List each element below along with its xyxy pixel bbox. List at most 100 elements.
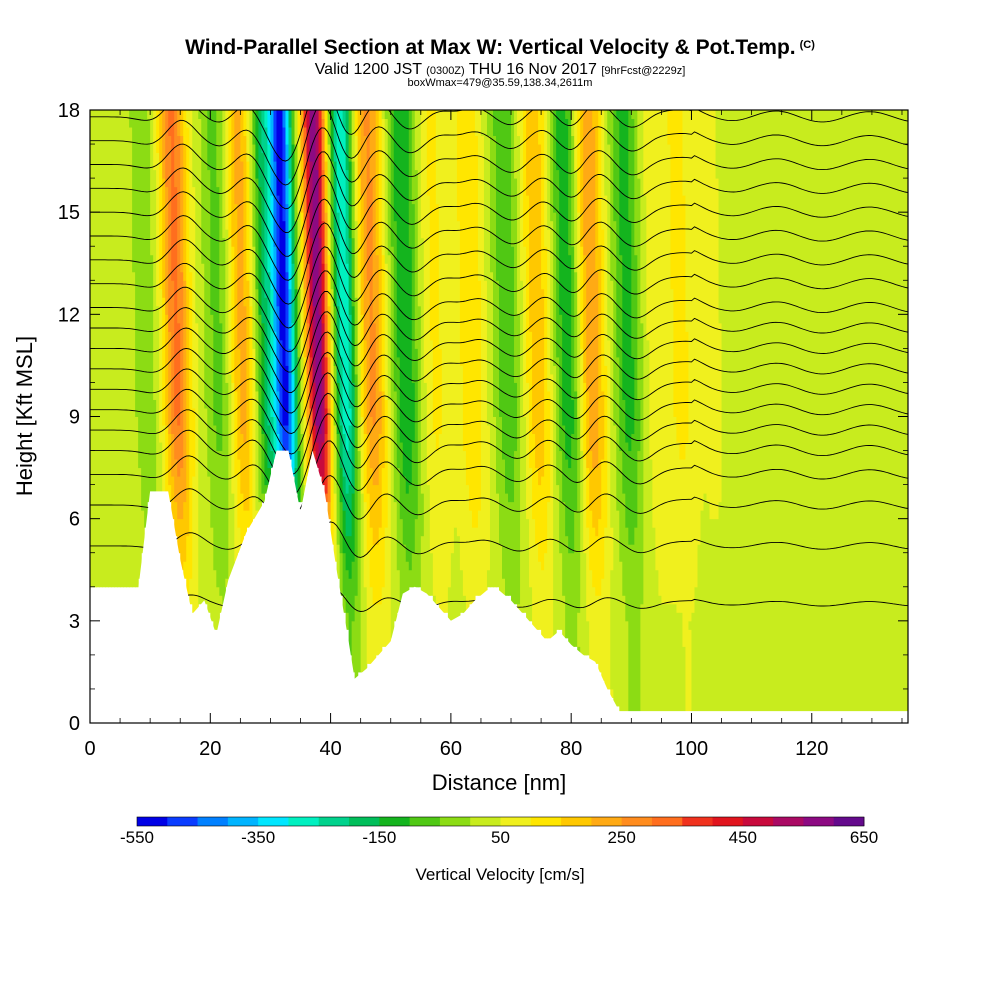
velocity-cell xyxy=(342,552,347,596)
velocity-cell xyxy=(129,110,133,128)
velocity-cell xyxy=(264,297,269,435)
velocity-cell xyxy=(132,271,136,588)
velocity-cell xyxy=(514,450,518,605)
velocity-cell xyxy=(625,442,629,528)
velocity-cell xyxy=(697,544,702,715)
velocity-cell xyxy=(273,110,278,162)
velocity-cell xyxy=(610,527,614,571)
velocity-cell xyxy=(297,288,302,358)
velocity-cell xyxy=(339,425,344,469)
terrain-mask xyxy=(90,450,908,723)
velocity-cell xyxy=(285,425,290,452)
velocity-cell xyxy=(174,110,178,188)
velocity-cell xyxy=(225,229,229,383)
velocity-cell xyxy=(616,118,620,358)
subtitle-forecast: [9hrFcst@2229z] xyxy=(601,65,686,77)
velocity-cell xyxy=(586,390,590,469)
velocity-cell xyxy=(240,161,244,435)
velocity-cell xyxy=(174,501,178,537)
velocity-cell xyxy=(246,280,250,511)
velocity-cell xyxy=(562,595,566,639)
velocity-cell xyxy=(270,195,275,290)
colorbar-tick-label: 50 xyxy=(491,828,510,847)
velocity-cell xyxy=(303,110,308,128)
theta-contour-line xyxy=(90,331,908,414)
velocity-cell xyxy=(378,603,383,656)
velocity-cell xyxy=(414,518,419,588)
velocity-cell xyxy=(339,552,344,596)
velocity-cell xyxy=(547,501,551,639)
velocity-cell xyxy=(315,110,320,171)
velocity-cell xyxy=(598,595,602,673)
theta-contour-line xyxy=(90,392,908,475)
velocity-cell xyxy=(721,110,726,715)
velocity-cell xyxy=(309,407,314,435)
velocity-cell xyxy=(532,433,536,520)
velocity-cell xyxy=(318,459,323,477)
velocity-cell xyxy=(186,288,190,537)
velocity-cell xyxy=(601,459,605,579)
velocity-cell xyxy=(252,348,257,520)
velocity-cell xyxy=(345,110,350,171)
velocity-cell xyxy=(748,110,753,715)
theta-contour-line xyxy=(90,151,908,233)
velocity-cell xyxy=(685,110,690,332)
velocity-cell xyxy=(688,620,693,630)
velocity-cell xyxy=(574,271,578,392)
velocity-cell xyxy=(390,399,395,639)
velocity-cell xyxy=(186,535,190,596)
colorbar-tick-label: 250 xyxy=(607,828,635,847)
velocity-cell xyxy=(195,110,199,324)
velocity-cell xyxy=(156,152,160,307)
velocity-cell xyxy=(886,110,891,715)
velocity-cell xyxy=(258,314,263,426)
velocity-cell xyxy=(393,390,398,503)
velocity-cell xyxy=(237,527,241,554)
theta-contour-line xyxy=(90,246,908,329)
velocity-cell xyxy=(550,373,554,639)
colorbar-swatch xyxy=(258,817,289,826)
velocity-cell xyxy=(796,110,801,715)
velocity-cell xyxy=(261,433,266,494)
velocity-cell xyxy=(613,425,617,707)
velocity-cell xyxy=(342,110,347,128)
velocity-cell xyxy=(592,586,596,664)
velocity-cell xyxy=(309,110,314,162)
velocity-cell xyxy=(766,110,771,715)
velocity-cell xyxy=(288,288,293,349)
velocity-cell xyxy=(369,527,374,588)
velocity-cell xyxy=(718,110,723,324)
velocity-cell xyxy=(679,110,684,460)
velocity-cell xyxy=(637,399,641,452)
y-tick-label: 9 xyxy=(69,407,80,429)
velocity-cell xyxy=(450,110,455,554)
velocity-cell xyxy=(664,110,669,605)
velocity-cell xyxy=(814,110,819,715)
velocity-cell xyxy=(207,110,211,171)
velocity-cell xyxy=(384,263,389,400)
velocity-cell xyxy=(489,110,494,273)
velocity-cell xyxy=(511,501,515,605)
velocity-cell xyxy=(411,382,416,443)
velocity-cell xyxy=(462,450,467,596)
x-tick-label: 40 xyxy=(319,738,341,760)
velocity-cell xyxy=(550,220,554,375)
velocity-cell xyxy=(192,186,196,409)
theta-contour-line xyxy=(90,372,908,455)
velocity-cell xyxy=(294,288,299,349)
velocity-cell xyxy=(456,535,461,622)
velocity-cell xyxy=(177,425,181,477)
velocity-cell xyxy=(802,110,807,715)
y-tick-label: 12 xyxy=(58,304,80,326)
velocity-cell xyxy=(360,110,365,196)
velocity-cell xyxy=(216,586,220,630)
velocity-cell xyxy=(408,246,413,486)
velocity-cell xyxy=(471,110,476,528)
velocity-cell xyxy=(396,356,401,469)
colorbar-tick-label: -350 xyxy=(241,828,275,847)
velocity-cell xyxy=(547,390,551,503)
velocity-cell xyxy=(673,603,678,715)
velocity-cell xyxy=(592,467,596,528)
x-tick-label: 100 xyxy=(675,738,708,760)
velocity-cell xyxy=(444,110,449,613)
